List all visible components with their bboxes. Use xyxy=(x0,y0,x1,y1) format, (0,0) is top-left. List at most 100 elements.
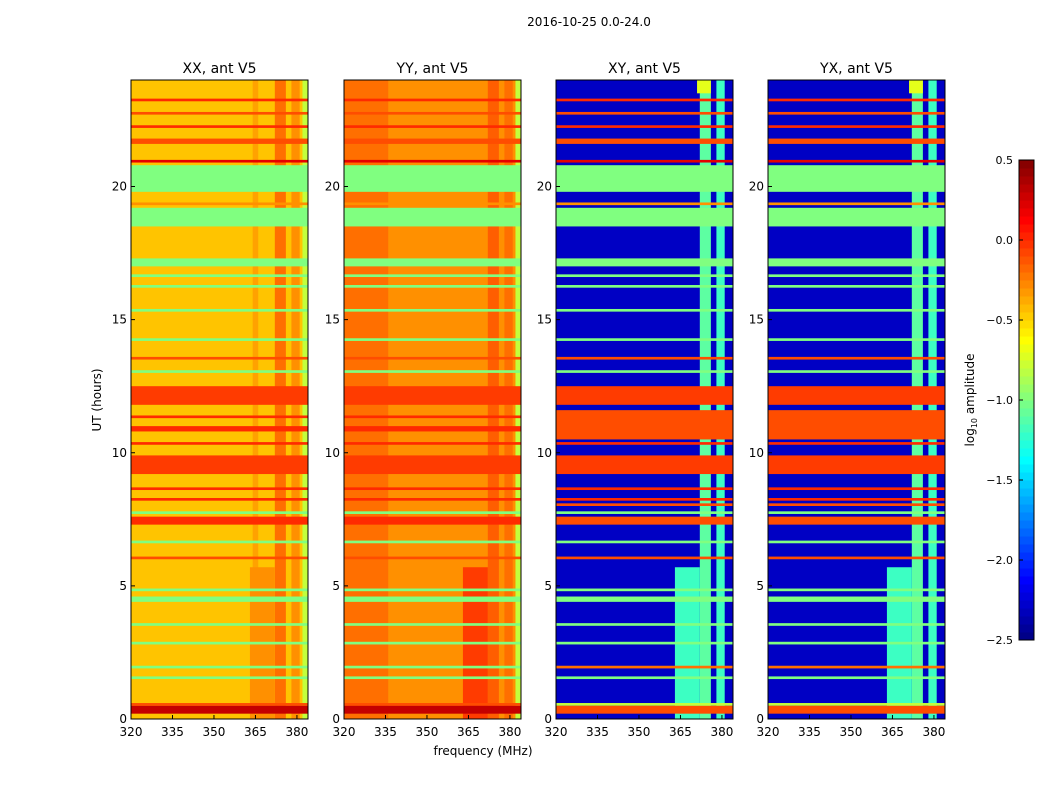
panel-frame xyxy=(555,79,734,720)
colorbar-segment xyxy=(1019,544,1034,553)
y-tick-label: 20 xyxy=(749,180,764,194)
heatmap-time-band xyxy=(344,274,521,278)
colorbar-segment xyxy=(1019,584,1034,593)
heatmap-time-band xyxy=(131,165,308,192)
heatmap-time-band xyxy=(131,274,308,278)
heatmap-time-band xyxy=(768,540,945,544)
heatmap-time-band xyxy=(768,285,945,288)
heatmap-time-band xyxy=(556,356,733,360)
heatmap-time-band xyxy=(131,338,308,341)
heatmap-time-band xyxy=(131,511,308,514)
x-tick-label: 350 xyxy=(203,725,226,739)
heatmap-time-band xyxy=(768,588,945,592)
colorbar-segment xyxy=(1019,424,1034,433)
heatmap-time-band xyxy=(344,705,521,714)
heatmap-time-band xyxy=(768,274,945,278)
heatmap-time-band xyxy=(556,207,733,227)
heatmap-time-band xyxy=(344,641,521,645)
heatmap-time-band xyxy=(556,410,733,440)
heatmap-time-band xyxy=(131,370,308,373)
y-tick-label: 10 xyxy=(749,446,764,460)
heatmap-time-band xyxy=(131,442,308,445)
heatmap-time-band xyxy=(131,308,308,312)
heatmap-time-band xyxy=(131,498,308,501)
panel-xx: XX, ant V5 320 335 350 365 380 0 5 10 15 20 xyxy=(112,61,309,739)
heatmap-time-band xyxy=(768,442,945,445)
heatmap-time-band xyxy=(131,159,308,163)
y-tick-label: 5 xyxy=(756,579,764,593)
colorbar-segment xyxy=(1019,272,1034,281)
colorbar-segment xyxy=(1019,616,1034,625)
heatmap-time-band xyxy=(768,410,945,440)
x-tick-label: 380 xyxy=(498,725,521,739)
heatmap-time-band xyxy=(768,165,945,192)
heatmap-time-band xyxy=(768,98,945,102)
heatmap-time-band xyxy=(768,111,945,115)
heatmap-time-band xyxy=(768,503,945,506)
heatmap-time-band xyxy=(131,676,308,680)
heatmap-time-band xyxy=(131,556,308,560)
x-tick-label: 320 xyxy=(120,725,143,739)
colorbar-segment xyxy=(1019,520,1034,529)
colorbar-segment xyxy=(1019,560,1034,569)
colorbar-segment xyxy=(1019,208,1034,217)
y-tick-label: 5 xyxy=(544,579,552,593)
heatmap-time-band xyxy=(344,370,521,373)
heatmap-time-band xyxy=(556,596,733,602)
colorbar-segment xyxy=(1019,536,1034,545)
heatmap-time-band xyxy=(768,676,945,680)
x-tick-label: 365 xyxy=(457,725,480,739)
colorbar-segment xyxy=(1019,312,1034,321)
heatmap-time-band xyxy=(556,442,733,445)
panel-title: XY, ant V5 xyxy=(608,61,681,77)
colorbar-segment xyxy=(1019,416,1034,425)
heatmap-time-band xyxy=(768,556,945,560)
colorbar-segment xyxy=(1019,472,1034,481)
colorbar-segment xyxy=(1019,200,1034,209)
y-tick-label: 10 xyxy=(537,446,552,460)
x-tick-label: 350 xyxy=(628,725,651,739)
heatmap-time-band xyxy=(131,455,308,475)
heatmap-time-band xyxy=(556,588,733,592)
heatmap-time-band xyxy=(768,455,945,475)
colorbar-segment xyxy=(1019,216,1034,225)
panel-frame xyxy=(343,79,522,720)
heatmap-time-band xyxy=(344,556,521,560)
heatmap-time-band xyxy=(556,455,733,475)
colorbar-segment xyxy=(1019,432,1034,441)
colorbar-segment xyxy=(1019,160,1034,169)
y-tick-label: 15 xyxy=(749,313,764,327)
heatmap-time-band xyxy=(556,641,733,645)
colorbar: 0.5 0.0 −0.5 −1.0 −1.5 −2.0 −2.5 xyxy=(986,154,1035,647)
heatmap-time-band xyxy=(556,705,733,714)
heatmap-time-band xyxy=(344,676,521,680)
y-tick-label: 0 xyxy=(332,712,340,726)
colorbar-segment xyxy=(1019,504,1034,513)
x-tick-label: 365 xyxy=(244,725,267,739)
heatmap-time-band xyxy=(768,125,945,128)
colorbar-segment xyxy=(1019,448,1034,457)
heatmap-time-band xyxy=(344,588,521,592)
panel-frame xyxy=(767,79,946,720)
y-axis-label: UT (hours) xyxy=(90,368,104,431)
colorbar-segment xyxy=(1019,456,1034,465)
y-tick-label: 0 xyxy=(756,712,764,726)
x-tick-label: 380 xyxy=(922,725,945,739)
heatmap-time-band xyxy=(344,111,521,115)
heatmap-time-band xyxy=(344,487,521,491)
y-tick-label: 20 xyxy=(112,180,127,194)
heatmap-time-band xyxy=(768,487,945,491)
heatmap-time-band xyxy=(344,703,521,706)
heatmap-time-band xyxy=(768,159,945,163)
x-tick-label: 320 xyxy=(333,725,356,739)
colorbar-tick-label: 0.0 xyxy=(996,234,1014,247)
colorbar-segment xyxy=(1019,184,1034,193)
panel-yx: YX, ant V5 320 335 350 365 380 0 5 10 15 20 xyxy=(749,61,946,739)
colorbar-segment xyxy=(1019,392,1034,401)
heatmap-time-band xyxy=(131,540,308,544)
heatmap-time-band xyxy=(768,511,945,514)
y-tick-label: 10 xyxy=(325,446,340,460)
heatmap-time-band xyxy=(556,274,733,278)
y-tick-label: 15 xyxy=(537,313,552,327)
heatmap-time-band xyxy=(768,596,945,602)
